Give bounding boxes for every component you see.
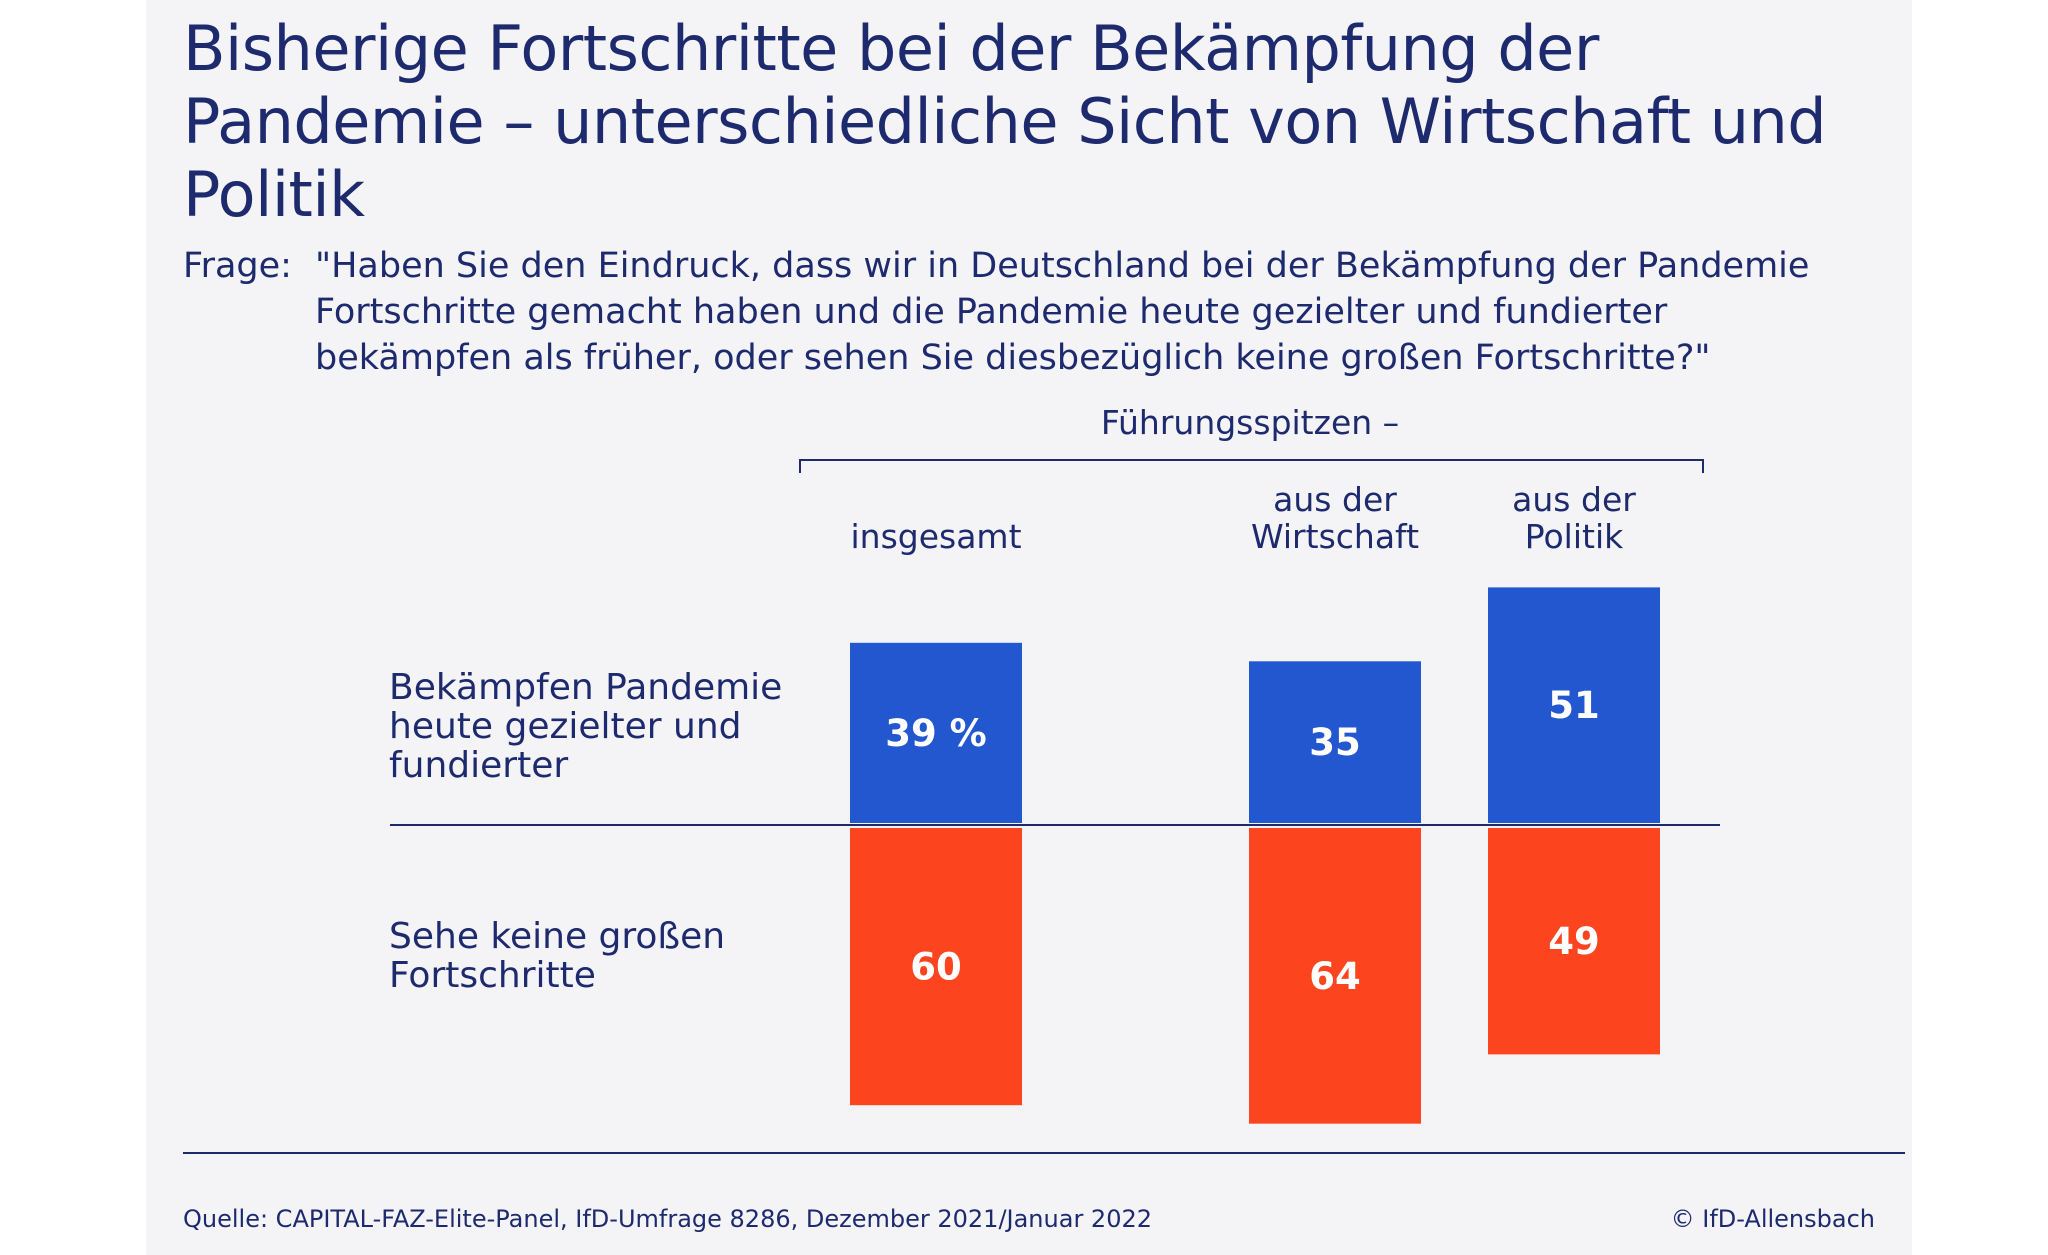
bar — [1249, 661, 1421, 823]
source-note: Quelle: CAPITAL-FAZ-Elite-Panel, IfD-Umf… — [183, 1205, 1153, 1233]
bar — [1488, 828, 1660, 1055]
series-label: Sehe keine großen — [389, 916, 725, 957]
bar — [1488, 587, 1660, 823]
series-label: Bekämpfen Pandemie — [389, 667, 782, 708]
data-label: 64 — [1309, 955, 1361, 998]
category-label: aus der — [1273, 480, 1397, 519]
data-label: 51 — [1548, 684, 1600, 727]
data-label: 60 — [910, 946, 962, 989]
series-label: fundierter — [389, 745, 568, 786]
data-label: 39 % — [885, 712, 986, 755]
category-label: Politik — [1525, 517, 1624, 556]
copyright-note: © IfD-Allensbach — [1670, 1205, 1875, 1233]
category-label: aus der — [1512, 480, 1636, 519]
footer-divider — [183, 1152, 1905, 1154]
bar — [1249, 828, 1421, 1124]
bar — [850, 828, 1022, 1106]
data-label: 35 — [1309, 721, 1361, 764]
group-header: Führungsspitzen – — [1101, 403, 1399, 442]
group-bracket — [799, 459, 1704, 473]
bar — [850, 642, 1022, 823]
question-prefix: Frage: — [183, 246, 292, 286]
data-label: 49 — [1548, 920, 1600, 963]
series-label: heute gezielter und — [389, 706, 742, 747]
series-label: Fortschritte — [389, 955, 596, 996]
chart-title: Bisherige Fortschritte bei der Bekämpfun… — [183, 12, 1827, 231]
category-label: insgesamt — [850, 517, 1021, 556]
question-text: "Haben Sie den Eindruck, dass wir in Deu… — [315, 246, 1810, 378]
category-label: Wirtschaft — [1251, 517, 1419, 556]
